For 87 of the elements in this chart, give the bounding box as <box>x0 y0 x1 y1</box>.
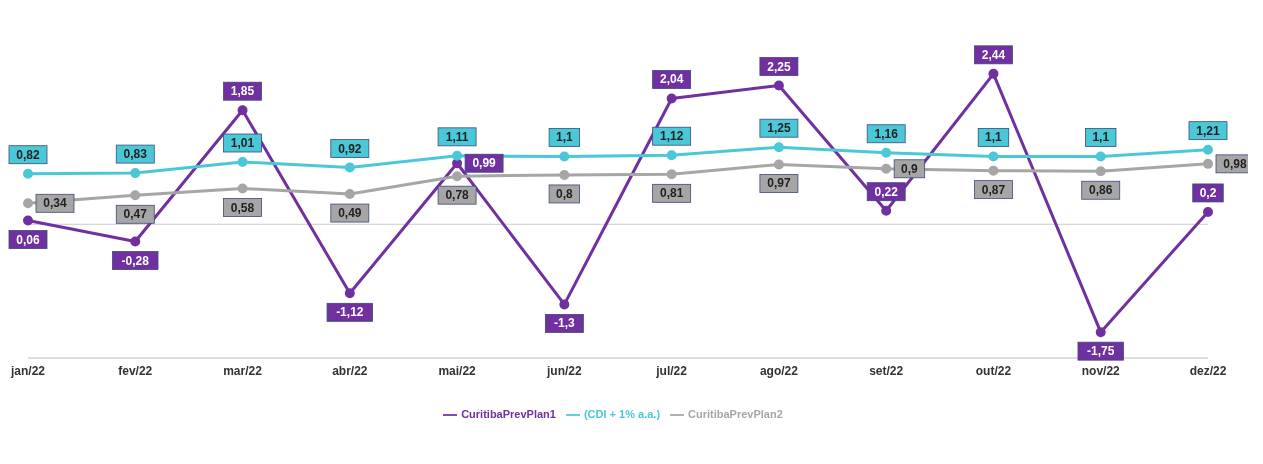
data-label: -1,12 <box>336 305 364 320</box>
data-label: 1,1 <box>556 130 574 145</box>
point <box>881 205 892 216</box>
data-label: 0,82 <box>16 147 40 162</box>
data-label: 2,44 <box>981 47 1006 62</box>
point <box>559 299 570 310</box>
data-label: 0,49 <box>338 206 362 221</box>
point <box>23 168 33 179</box>
point <box>1095 327 1106 338</box>
x-tick-label: out/22 <box>975 363 1012 378</box>
data-label: 1,1 <box>985 130 1003 145</box>
legend-label: (CDI + 1% a.a.) <box>583 408 661 420</box>
legend-label: CuritibaPrevPlan2 <box>688 408 783 420</box>
data-label: 1,85 <box>230 84 255 99</box>
data-label: 1,01 <box>230 136 255 150</box>
legend-label: CuritibaPrevPlan1 <box>461 408 556 420</box>
point <box>23 198 33 209</box>
point <box>773 80 784 91</box>
point <box>344 162 355 173</box>
data-label: 0,81 <box>659 186 684 201</box>
x-tick-label: mai/22 <box>438 363 477 378</box>
x-tick-label: mar/22 <box>223 363 263 378</box>
data-label: -0,28 <box>121 253 150 268</box>
data-label: 2,04 <box>659 72 684 87</box>
point <box>773 142 784 153</box>
point <box>1095 166 1106 177</box>
point <box>452 158 463 169</box>
x-tick-label: nov/22 <box>1081 363 1121 378</box>
point <box>773 159 784 170</box>
x-tick-label: jan/22 <box>9 363 46 378</box>
data-label: 0,83 <box>123 147 148 162</box>
point <box>666 150 677 161</box>
data-label: 1,1 <box>1092 130 1110 145</box>
point <box>130 236 141 247</box>
data-label: 0,78 <box>445 188 470 203</box>
point <box>130 190 141 201</box>
point <box>237 157 248 167</box>
data-label: 0,58 <box>230 200 255 215</box>
point <box>452 171 463 182</box>
point <box>988 68 999 79</box>
data-label: 1,25 <box>767 121 791 136</box>
point <box>130 168 141 179</box>
x-tick-label: ago/22 <box>759 363 799 378</box>
point <box>988 151 999 162</box>
x-tick-label: abr/22 <box>332 363 368 378</box>
point <box>666 93 677 104</box>
data-label: 0,99 <box>472 156 497 171</box>
x-tick-label: jul/22 <box>655 363 688 378</box>
x-tick-label: fev/22 <box>118 363 153 378</box>
data-label: 1,11 <box>445 129 469 144</box>
data-label: 0,22 <box>874 184 899 199</box>
x-tick-label: jun/22 <box>546 363 583 378</box>
data-label: 0,9 <box>901 161 919 176</box>
point <box>559 151 570 162</box>
point <box>1203 206 1213 217</box>
point <box>1203 144 1213 155</box>
data-label: -1,3 <box>554 316 576 331</box>
point <box>559 169 570 180</box>
data-label: 0,86 <box>1089 183 1113 198</box>
data-label: 2,25 <box>767 59 791 74</box>
point <box>23 215 33 226</box>
point <box>344 189 355 200</box>
data-label: 1,16 <box>874 126 899 141</box>
point <box>237 105 248 116</box>
data-label: 0,47 <box>123 207 148 222</box>
data-label: 0,97 <box>767 176 791 191</box>
point <box>666 169 677 180</box>
data-label: 0,98 <box>1223 156 1247 171</box>
point <box>881 147 892 158</box>
data-label: 0,2 <box>1199 185 1217 200</box>
point <box>452 150 463 161</box>
data-label: 0,8 <box>556 186 574 201</box>
data-label: -1,75 <box>1087 344 1115 359</box>
point <box>1203 158 1213 169</box>
data-label: 0,92 <box>338 141 362 156</box>
data-label: 0,06 <box>16 232 40 247</box>
point <box>988 165 999 176</box>
point <box>344 288 355 299</box>
data-label: 0,87 <box>981 182 1006 197</box>
point <box>237 183 248 194</box>
x-tick-label: dez/22 <box>1189 363 1227 378</box>
point <box>881 163 892 174</box>
x-tick-label: set/22 <box>869 363 904 378</box>
data-label: 0,34 <box>43 196 67 211</box>
point <box>1095 151 1106 162</box>
data-label: 1,21 <box>1196 123 1220 138</box>
data-label: 1,12 <box>659 129 684 144</box>
